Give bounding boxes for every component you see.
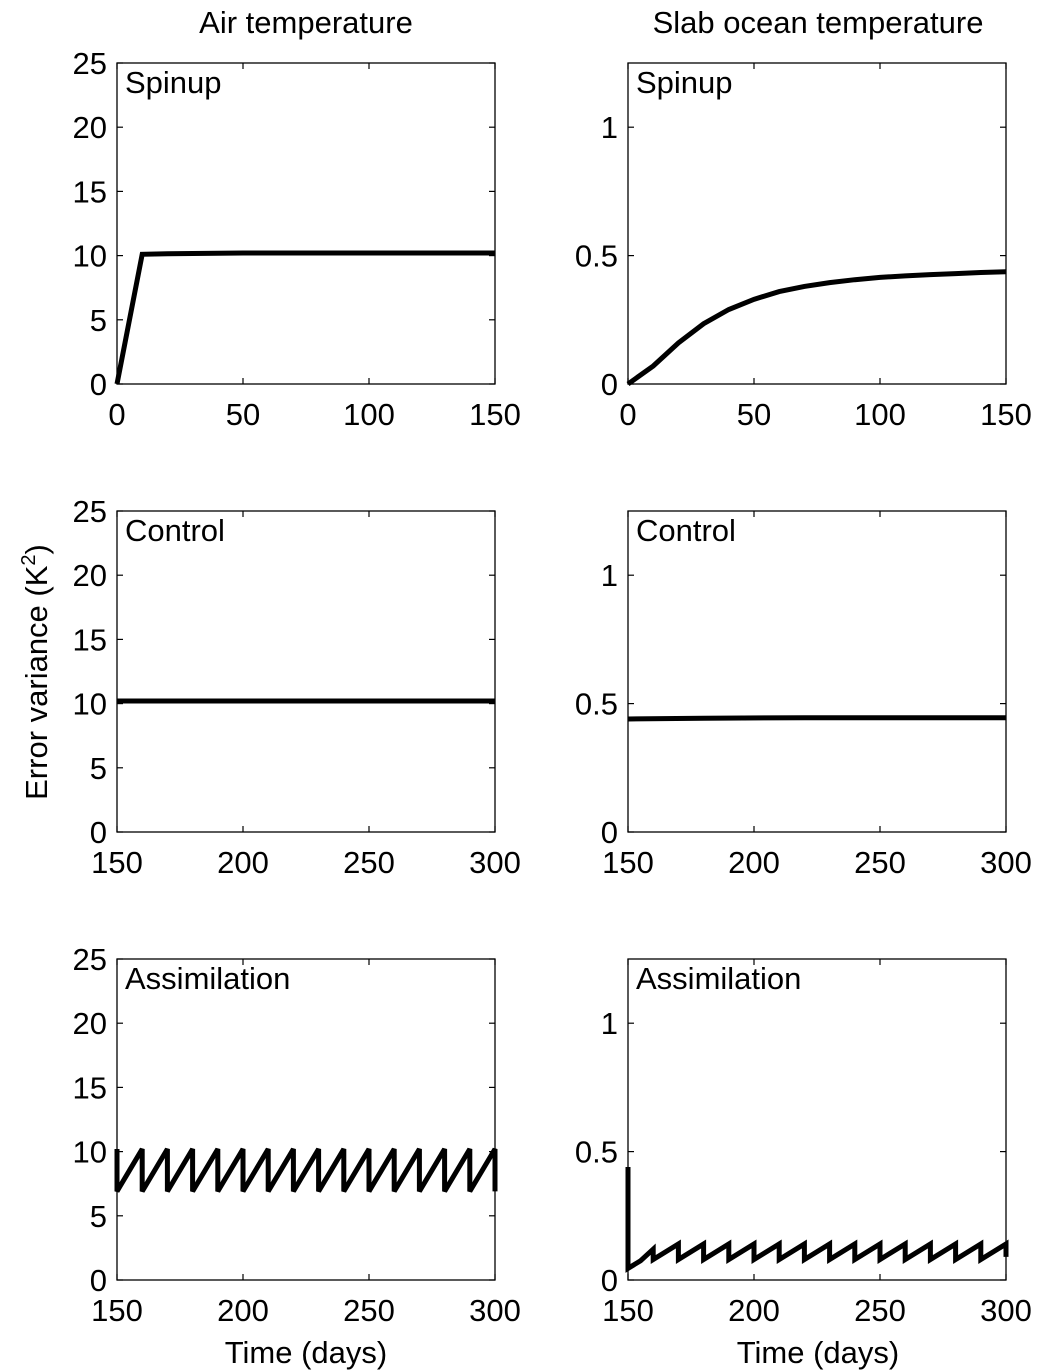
y-tick-label: 25 (73, 494, 107, 529)
y-tick-label: 0.5 (575, 1135, 618, 1170)
axes-frame (627, 510, 1007, 833)
panel-label: Spinup (125, 65, 222, 100)
y-tick-label: 25 (73, 46, 107, 81)
y-axis-label-text: Error variance (K (19, 565, 54, 800)
x-tick-label: 150 (91, 1293, 143, 1328)
panel-control-ocean: 0 0.5 1 150 200 250 300 Control (575, 510, 1032, 880)
x-tick-label: 250 (854, 1293, 906, 1328)
x-tick-label: 150 (980, 397, 1032, 432)
series-line (114, 250, 495, 385)
x-tick-label: 150 (91, 845, 143, 880)
x-tick-label: 0 (619, 397, 636, 432)
x-tick-label: 150 (469, 397, 521, 432)
y-tick-label: 15 (73, 1070, 107, 1105)
y-tick-label: 0 (90, 815, 107, 850)
y-tick-label: 0.5 (575, 687, 618, 722)
x-tick-label: 300 (469, 1293, 521, 1328)
y-tick-label: 5 (90, 1199, 107, 1234)
x-tick-label: 200 (217, 845, 269, 880)
x-tick-label: 200 (728, 1293, 780, 1328)
x-tick-label: 100 (854, 397, 906, 432)
x-tick-label: 50 (737, 397, 771, 432)
x-tick-label: 200 (728, 845, 780, 880)
series-line (114, 1147, 498, 1193)
axes-frame (116, 510, 496, 833)
y-tick-label: 10 (73, 1135, 107, 1170)
column-title-ocean: Slab ocean temperature (653, 5, 984, 40)
axes-frame (627, 62, 1007, 385)
y-tick-label: 1 (601, 558, 618, 593)
y-axis-label-close: ) (19, 544, 54, 554)
x-tick-label: 150 (602, 845, 654, 880)
panel-label: Assimilation (125, 961, 290, 996)
axes-frame (116, 62, 496, 385)
x-tick-label: 100 (343, 397, 395, 432)
x-tick-label: 150 (602, 1293, 654, 1328)
panel-label: Spinup (636, 65, 733, 100)
column-title-air: Air temperature (199, 5, 413, 40)
y-tick-label: 0 (601, 1263, 618, 1298)
x-axis-label-right: Time (days) (737, 1335, 899, 1370)
y-tick-label: 0 (601, 367, 618, 402)
y-tick-label: 0 (90, 367, 107, 402)
x-tick-label: 300 (980, 1293, 1032, 1328)
panel-label: Control (636, 513, 736, 548)
y-tick-label: 15 (73, 174, 107, 209)
x-tick-label: 0 (108, 397, 125, 432)
y-tick-label: 20 (73, 110, 107, 145)
y-axis-label-superscript: 2 (18, 554, 40, 565)
series-line (625, 1167, 1009, 1273)
panel-assimilation-air: 0 5 10 15 20 25 150 200 250 300 Assimilation (73, 942, 521, 1328)
y-tick-label: 25 (73, 942, 107, 977)
y-tick-label: 1 (601, 1006, 618, 1041)
y-tick-label: 0.5 (575, 239, 618, 274)
panel-spinup-air: 0 5 10 15 20 25 0 50 100 150 Spinup (73, 46, 521, 432)
y-tick-label: 0 (601, 815, 618, 850)
series-line (626, 269, 1007, 387)
y-tick-label: 10 (73, 239, 107, 274)
y-axis-label: Error variance (K2) (18, 544, 54, 800)
y-tick-label: 5 (90, 751, 107, 786)
panel-control-air: 0 5 10 15 20 25 150 200 250 300 Control (73, 494, 521, 880)
y-tick-label: 10 (73, 687, 107, 722)
axes-frame (116, 958, 496, 1281)
x-tick-label: 250 (854, 845, 906, 880)
panel-label: Assimilation (636, 961, 801, 996)
axes-frame (627, 958, 1007, 1281)
x-tick-label: 300 (469, 845, 521, 880)
y-tick-label: 20 (73, 1006, 107, 1041)
y-tick-label: 0 (90, 1263, 107, 1298)
y-tick-label: 15 (73, 622, 107, 657)
panel-assimilation-ocean: 0 0.5 1 150 200 250 300 Assimilation (575, 958, 1032, 1328)
x-tick-label: 300 (980, 845, 1032, 880)
x-tick-label: 50 (226, 397, 260, 432)
x-tick-label: 200 (217, 1293, 269, 1328)
x-tick-label: 250 (343, 845, 395, 880)
x-axis-label-left: Time (days) (225, 1335, 387, 1370)
y-tick-label: 20 (73, 558, 107, 593)
y-tick-label: 5 (90, 303, 107, 338)
panel-spinup-ocean: 0 0.5 1 0 50 100 150 Spinup (575, 62, 1032, 432)
series-line (627, 715, 1006, 722)
panel-label: Control (125, 513, 225, 548)
y-tick-label: 1 (601, 110, 618, 145)
x-tick-label: 250 (343, 1293, 395, 1328)
